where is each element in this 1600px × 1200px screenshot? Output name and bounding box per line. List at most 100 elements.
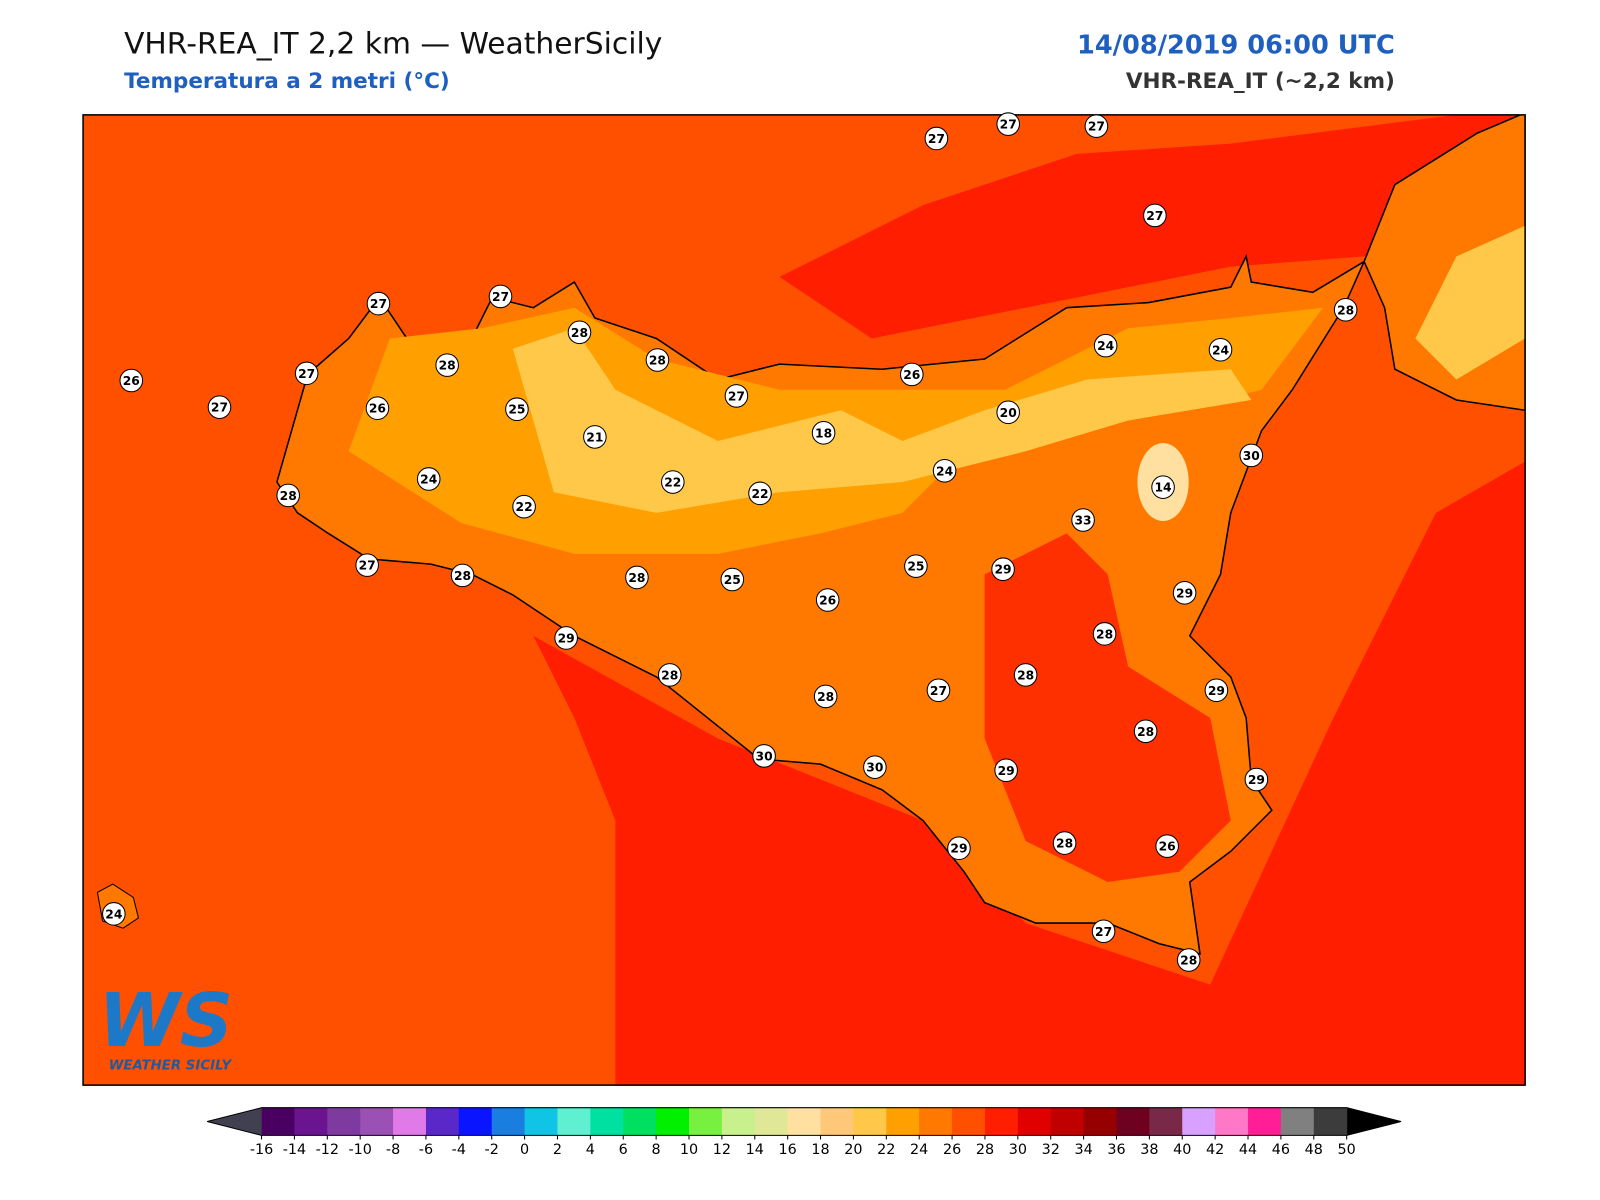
- station-marker: [645, 348, 670, 372]
- colorbar-tick-label: -10: [348, 1142, 371, 1158]
- station-value: 24: [420, 472, 437, 486]
- station: 27: [1143, 203, 1167, 228]
- colorbar-tick-label: -4: [452, 1142, 466, 1158]
- colorbar-segment: [458, 1107, 493, 1136]
- station-marker: [1084, 114, 1109, 138]
- station-value: 25: [724, 573, 741, 587]
- station-value: 20: [1000, 406, 1017, 420]
- colorbar-tick-label: 24: [910, 1142, 928, 1158]
- station-value: 29: [558, 631, 575, 645]
- station-marker: [366, 291, 391, 316]
- station-value: 27: [928, 132, 945, 146]
- station-marker: [355, 553, 379, 577]
- colorbar-segment: [327, 1107, 361, 1136]
- station: 27: [366, 291, 391, 316]
- station-marker: [994, 758, 1018, 783]
- station: 28: [567, 320, 592, 345]
- colorbar-tick-label: 30: [1009, 1142, 1027, 1158]
- station: 22: [748, 481, 772, 506]
- colorbar-segment: [1313, 1107, 1348, 1136]
- station-value: 30: [866, 761, 883, 775]
- station-marker: [365, 396, 390, 420]
- station: 26: [119, 368, 144, 393]
- colorbar-segment: [425, 1107, 460, 1136]
- station: 26: [899, 362, 924, 387]
- colorbar-segment: [261, 1107, 295, 1136]
- colorbar-tick-label: 4: [586, 1142, 595, 1158]
- colorbar-outline: [207, 1107, 1402, 1136]
- colorbar-tick-label: -2: [485, 1142, 499, 1158]
- station-marker: [811, 421, 836, 445]
- colorbar-segment: [360, 1107, 394, 1136]
- station-marker: [991, 557, 1015, 582]
- station-marker: [1333, 297, 1358, 322]
- station-marker: [748, 481, 772, 506]
- colorbar-segment: [820, 1107, 854, 1136]
- warm-sea: [533, 461, 1526, 1086]
- colorbar-segment: [1182, 1107, 1216, 1136]
- station-value: 24: [1097, 339, 1114, 353]
- station-value: 28: [1137, 725, 1154, 739]
- colorbar-tick-label: 40: [1173, 1142, 1191, 1158]
- colorbar-segment: [491, 1107, 526, 1136]
- station-marker: [1239, 443, 1264, 468]
- colorbar-tick-label: 26: [943, 1142, 961, 1158]
- station-value: 28: [1180, 954, 1197, 968]
- station-value: 28: [1337, 303, 1354, 317]
- station-marker: [1071, 508, 1095, 532]
- station: 30: [1239, 443, 1264, 468]
- cooler-ridge: [512, 328, 1252, 513]
- station-marker: [947, 836, 971, 860]
- colorbar-segment: [1280, 1107, 1315, 1136]
- colorbar: -16 -14 -12 -10 -8 -6 -4 -2 0 2 4 6 8 10 12 14 16 18 20 22 2…: [207, 1107, 1402, 1158]
- station: 26: [815, 588, 840, 612]
- colorbar-segment: [952, 1107, 986, 1136]
- station-marker: [657, 663, 682, 687]
- station-marker: [567, 320, 592, 345]
- colorbar-segment: [557, 1107, 591, 1136]
- station: 26: [365, 396, 390, 420]
- station-value: 26: [903, 368, 920, 382]
- station-marker: [1143, 203, 1167, 228]
- station-marker: [1208, 337, 1233, 362]
- station-marker: [119, 368, 144, 393]
- colorbar-segment: [721, 1107, 756, 1136]
- station-marker: [813, 684, 838, 709]
- station-marker: [924, 126, 949, 151]
- station-marker: [512, 494, 536, 519]
- station: 27: [1084, 114, 1109, 138]
- station: 25: [904, 554, 928, 578]
- station: 27: [488, 284, 513, 309]
- station-marker: [899, 362, 924, 387]
- station: 25: [720, 567, 745, 592]
- station-value: 29: [1176, 586, 1193, 600]
- station-value: 27: [298, 367, 315, 381]
- station-marker: [1176, 948, 1201, 972]
- colorbar-over: [1346, 1107, 1402, 1136]
- station: 33: [1071, 508, 1095, 532]
- colorbar-segment: [886, 1107, 920, 1136]
- station: 29: [994, 758, 1018, 783]
- station-value: 30: [1243, 449, 1260, 463]
- station: 24: [1093, 333, 1118, 358]
- station-value: 28: [649, 354, 666, 368]
- station-value: 30: [756, 749, 773, 763]
- station-value: 27: [930, 684, 947, 698]
- station-marker: [815, 588, 840, 612]
- station-marker: [450, 563, 475, 588]
- colorbar-segment: [1215, 1107, 1249, 1136]
- station-value: 27: [1088, 120, 1105, 134]
- station: 30: [752, 744, 776, 768]
- station-marker: [102, 902, 126, 926]
- station-marker: [661, 470, 685, 494]
- logo-name: WEATHER SICILY: [109, 1059, 233, 1074]
- hot-area: [984, 533, 1231, 883]
- colorbar-tick-label: 12: [713, 1142, 731, 1158]
- colorbar-tick-label: 50: [1338, 1142, 1356, 1158]
- colorbar-tick-label: 38: [1140, 1142, 1158, 1158]
- colorbar-tick-label: 8: [652, 1142, 661, 1158]
- colorbar-tick-label: -14: [283, 1142, 306, 1158]
- station: 28: [1052, 831, 1077, 855]
- station-marker: [1092, 622, 1117, 646]
- station-value: 22: [516, 500, 533, 514]
